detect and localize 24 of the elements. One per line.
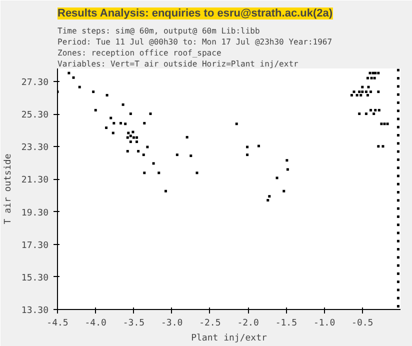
x-tick-label: -0.5 (352, 318, 374, 328)
y-axis-title: T air outside (3, 154, 14, 224)
x-tick-label: -4.0 (84, 318, 106, 328)
x-tick-label: -1.5 (275, 318, 298, 328)
x-tick-label: -3.5 (122, 318, 145, 328)
y-tick-label: 19.30 (21, 208, 48, 218)
y-tick-label: 13.30 (21, 306, 48, 316)
y-tick-label: 27.30 (21, 78, 48, 88)
y-tick-label: 15.30 (21, 273, 48, 284)
text: Zones: reception office roof_space (58, 48, 222, 58)
y-tick-label: 23.30 (21, 143, 48, 154)
text: Period: Tue 11 Jul @00h30 to: Mon 17 Jul @23h30 Year:1967 (58, 38, 332, 46)
x-tick-label: -3.0 (160, 318, 183, 328)
y-tick-label: 17.30 (21, 240, 48, 251)
x-tick-label: -4.5 (46, 318, 68, 328)
chart-title: Results Analysis: enquiries to esru@strath.ac.uk(2a) (58, 8, 333, 20)
x-tick-label: -2.0 (237, 318, 259, 328)
text: Variables: Vert=T air outside Horiz=Plant inj/extr (58, 60, 299, 68)
x-axis-title: Plant inj/extr (191, 334, 268, 344)
y-tick-label: 21.30 (21, 176, 48, 186)
text: Time steps: sim@ 60m, output@ 60m Lib:libb (58, 26, 260, 36)
y-tick-label: 25.30 (21, 110, 48, 121)
x-tick-label: -2.5 (199, 318, 221, 328)
x-tick-label: -1.0 (313, 318, 336, 328)
